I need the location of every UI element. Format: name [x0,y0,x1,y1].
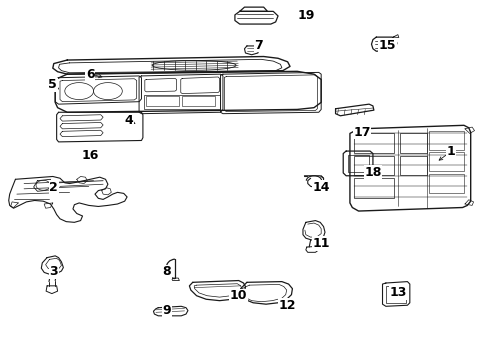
Text: 2: 2 [49,181,58,194]
Text: 11: 11 [312,237,329,250]
Text: 18: 18 [364,166,381,179]
Text: 9: 9 [162,304,171,317]
Bar [182,96,214,106]
Bar [428,152,463,171]
Text: 12: 12 [278,299,296,312]
Text: 19: 19 [297,9,314,22]
Bar [353,178,394,198]
Bar [385,286,405,303]
Bar [143,95,219,109]
Text: 4: 4 [124,113,133,126]
Text: 3: 3 [49,265,58,278]
Bar [146,96,179,106]
Text: 15: 15 [378,39,395,52]
Bar [347,154,368,172]
Bar [353,156,394,175]
Text: 5: 5 [48,78,57,91]
Text: 17: 17 [352,126,370,139]
Text: 8: 8 [162,265,171,278]
Bar [399,134,426,153]
Bar [428,131,463,150]
Bar [399,156,426,175]
Text: 13: 13 [388,287,406,300]
Text: 16: 16 [81,149,99,162]
Text: 6: 6 [86,68,94,81]
Bar [428,174,463,193]
Text: 1: 1 [445,145,454,158]
Text: 10: 10 [229,289,247,302]
Text: 14: 14 [312,181,329,194]
Text: 7: 7 [254,39,263,52]
Bar [353,134,394,153]
